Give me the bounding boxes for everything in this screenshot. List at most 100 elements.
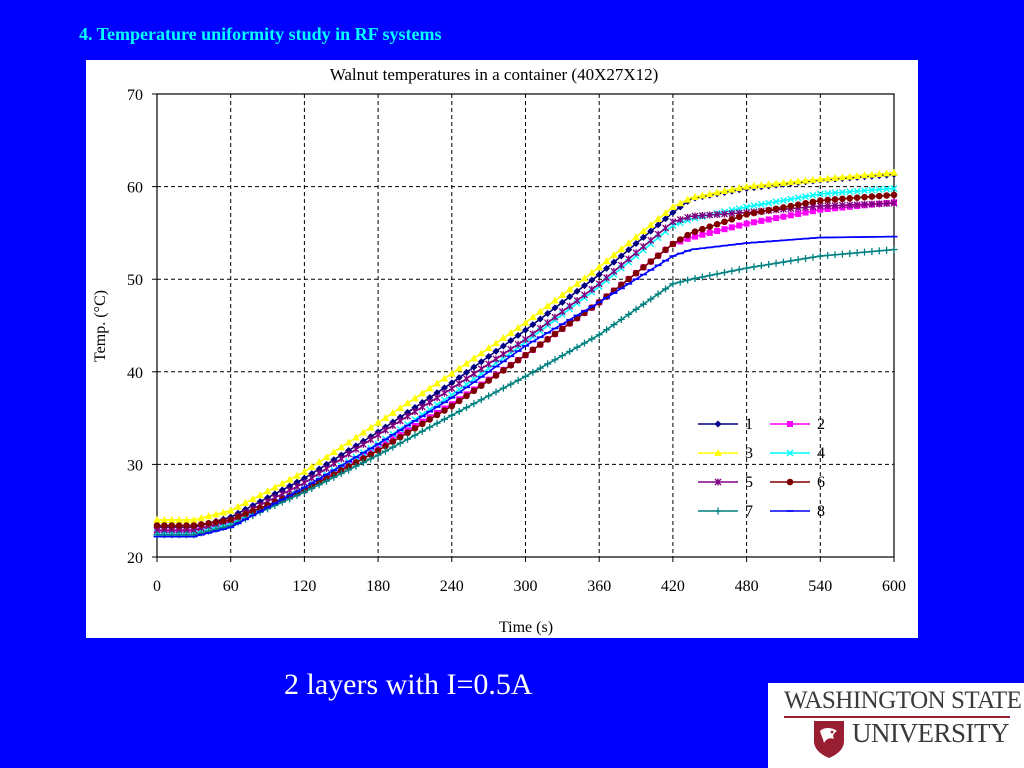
- data-point: [220, 517, 227, 525]
- data-point: [728, 224, 735, 231]
- x-axis-label: Time (s): [499, 619, 553, 636]
- data-point: [632, 233, 640, 241]
- data-point: [705, 190, 714, 198]
- data-point: [654, 215, 662, 223]
- data-point: [743, 211, 750, 218]
- data-point: [514, 323, 522, 331]
- data-point: [728, 267, 736, 275]
- data-point: [352, 433, 360, 441]
- data-point: [831, 201, 839, 209]
- data-point: [831, 251, 839, 259]
- data-point: [861, 193, 868, 201]
- data-point: [315, 481, 323, 489]
- chart-title: Walnut temperatures in a container (40X2…: [330, 65, 659, 84]
- data-point: [714, 228, 721, 235]
- data-point: [396, 439, 404, 447]
- data-point: [676, 216, 684, 224]
- data-point: [640, 264, 647, 271]
- data-point: [411, 394, 419, 402]
- data-point: [831, 196, 839, 203]
- data-point: [544, 335, 551, 343]
- data-point: [706, 223, 714, 231]
- legend-label: 2: [817, 416, 825, 433]
- data-point: [463, 375, 470, 383]
- x-tick-label: 120: [292, 578, 316, 595]
- data-point: [625, 246, 633, 254]
- data-point: [728, 185, 736, 193]
- data-point: [455, 407, 463, 415]
- data-point: [713, 188, 721, 196]
- data-point: [750, 209, 758, 217]
- data-point: [617, 245, 626, 253]
- data-point: [404, 429, 411, 437]
- data-point: [544, 360, 552, 368]
- data-point: [676, 199, 685, 207]
- data-point: [639, 300, 647, 308]
- data-point: [307, 462, 316, 470]
- slide-title: 4. Temperature uniformity study in RF sy…: [79, 24, 442, 44]
- series-3: [153, 168, 898, 523]
- data-point: [809, 208, 816, 215]
- data-point: [765, 260, 773, 268]
- data-point: [463, 368, 471, 376]
- data-point: [639, 227, 648, 235]
- data-point: [566, 302, 574, 310]
- data-point: [161, 522, 168, 529]
- legend-entry-1: 1: [698, 416, 753, 433]
- data-point: [676, 278, 684, 286]
- data-point: [448, 369, 456, 377]
- data-point: [344, 438, 353, 446]
- data-point: [580, 339, 588, 347]
- data-point: [683, 195, 692, 203]
- data-point: [787, 178, 795, 186]
- data-point: [441, 407, 448, 414]
- data-point: [418, 403, 426, 411]
- data-point: [345, 463, 352, 470]
- data-point: [470, 354, 478, 362]
- data-point: [691, 212, 699, 220]
- logo-text-line2: UNIVERSITY: [852, 718, 1010, 748]
- legend-marker: [786, 478, 794, 486]
- data-point: [765, 216, 772, 223]
- data-point: [153, 522, 161, 529]
- legend-entry-7: 7: [698, 503, 753, 520]
- data-point: [706, 271, 714, 279]
- data-point: [308, 484, 316, 492]
- data-point: [883, 246, 891, 254]
- data-point: [779, 178, 788, 186]
- data-point: [433, 389, 441, 397]
- data-point: [529, 313, 537, 321]
- data-point: [425, 384, 434, 392]
- data-point: [780, 204, 787, 211]
- data-point: [772, 198, 780, 206]
- data-point: [698, 211, 706, 219]
- data-point: [544, 309, 552, 317]
- data-point: [875, 200, 883, 208]
- data-point: [330, 473, 338, 481]
- data-point: [853, 187, 861, 195]
- data-point: [647, 236, 655, 244]
- series-1: [153, 171, 898, 531]
- data-point: [617, 252, 625, 260]
- data-point: [735, 213, 743, 221]
- data-point: [433, 411, 441, 419]
- data-point: [448, 411, 456, 419]
- data-point: [743, 264, 751, 272]
- data-point: [308, 470, 316, 478]
- data-point: [551, 330, 559, 338]
- data-point: [624, 239, 633, 247]
- data-point: [890, 184, 898, 192]
- data-point: [190, 522, 198, 529]
- data-point: [551, 313, 559, 321]
- data-point: [359, 428, 368, 436]
- data-point: [433, 394, 441, 402]
- y-tick-label: 70: [127, 87, 143, 104]
- data-point: [499, 334, 508, 342]
- data-point: [226, 506, 235, 514]
- series-6: [153, 191, 898, 529]
- data-point: [654, 290, 662, 298]
- data-point: [566, 320, 574, 327]
- data-point: [794, 177, 802, 185]
- data-point: [183, 522, 190, 529]
- data-point: [765, 199, 773, 207]
